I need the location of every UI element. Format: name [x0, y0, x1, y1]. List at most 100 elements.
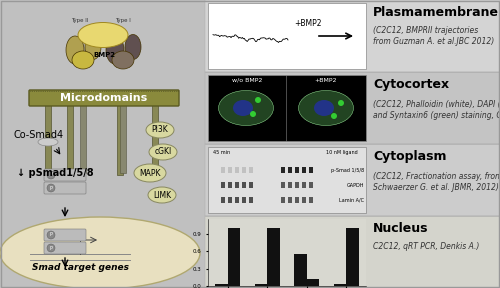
Bar	[45, 105, 51, 175]
Bar	[309, 182, 313, 188]
Ellipse shape	[85, 35, 101, 60]
Text: +BMP2: +BMP2	[294, 19, 322, 28]
Text: 45 min: 45 min	[213, 150, 230, 155]
Circle shape	[47, 231, 55, 239]
Text: Lamin A/C: Lamin A/C	[339, 197, 364, 202]
Ellipse shape	[149, 144, 177, 160]
Ellipse shape	[298, 90, 354, 126]
Bar	[295, 182, 299, 188]
Circle shape	[331, 113, 337, 119]
Text: w/o BMP2: w/o BMP2	[232, 78, 262, 83]
Circle shape	[47, 171, 55, 179]
Text: MAPK: MAPK	[139, 168, 161, 177]
Bar	[281, 167, 285, 173]
Bar	[302, 167, 306, 173]
Bar	[221, 167, 225, 173]
Bar	[208, 147, 366, 213]
Text: (C2C12, Fractionation assay, from
Schwaerzer G. et al. JBMR, 2012): (C2C12, Fractionation assay, from Schwae…	[373, 172, 500, 192]
Bar	[306, 279, 320, 286]
Ellipse shape	[148, 187, 176, 203]
Ellipse shape	[314, 100, 334, 116]
Bar	[302, 182, 306, 188]
Bar	[242, 182, 246, 188]
Bar	[268, 228, 280, 286]
Ellipse shape	[72, 51, 94, 69]
Bar	[281, 182, 285, 188]
Text: P: P	[50, 173, 52, 177]
Bar	[152, 105, 158, 175]
Text: Cytoplasm: Cytoplasm	[373, 150, 446, 163]
Text: Microdomains: Microdomains	[60, 93, 148, 103]
Circle shape	[47, 184, 55, 192]
Bar	[334, 284, 346, 286]
Text: Co-Smad4: Co-Smad4	[14, 130, 64, 140]
Bar	[288, 182, 292, 188]
Text: LIMK: LIMK	[153, 190, 171, 200]
Bar	[215, 284, 228, 286]
Ellipse shape	[78, 22, 128, 48]
Bar	[281, 197, 285, 203]
Ellipse shape	[146, 122, 174, 138]
Bar	[221, 197, 225, 203]
Bar	[205, 216, 500, 288]
Circle shape	[255, 97, 261, 103]
Ellipse shape	[38, 138, 58, 146]
Text: Type II: Type II	[72, 18, 89, 23]
Bar	[228, 167, 232, 173]
Text: (C2C12, Phalloidin (white), DAPI (blue)
and Syntaxin6 (green) staining, C.Hiepen: (C2C12, Phalloidin (white), DAPI (blue) …	[373, 100, 500, 120]
Text: 10 nM ligand: 10 nM ligand	[326, 150, 358, 155]
Text: Plasmamembrane: Plasmamembrane	[373, 6, 499, 19]
Bar	[117, 105, 123, 175]
Bar	[295, 167, 299, 173]
Bar	[302, 197, 306, 203]
Bar	[205, 144, 500, 216]
Ellipse shape	[218, 90, 274, 126]
Circle shape	[338, 100, 344, 106]
Bar	[228, 197, 232, 203]
Text: P: P	[50, 245, 52, 251]
Bar	[295, 197, 299, 203]
Ellipse shape	[233, 100, 253, 116]
Text: Nucleus: Nucleus	[373, 222, 428, 235]
Text: C2C12, qRT PCR, Denkis A.): C2C12, qRT PCR, Denkis A.)	[373, 242, 480, 251]
Bar	[288, 167, 292, 173]
Bar	[205, 72, 500, 144]
Bar	[235, 197, 239, 203]
Bar	[208, 3, 366, 69]
Text: P: P	[50, 232, 52, 238]
Bar	[205, 0, 500, 72]
Text: Type I: Type I	[115, 18, 131, 23]
Text: GAPDH: GAPDH	[346, 183, 364, 188]
Text: (C2C12, BMPRII trajectories
from Guzman A. et al.JBC 2012): (C2C12, BMPRII trajectories from Guzman …	[373, 26, 494, 46]
Text: p-Smad 1/5/8: p-Smad 1/5/8	[331, 168, 364, 173]
Text: cGKI: cGKI	[154, 147, 172, 156]
Bar	[228, 228, 240, 286]
Ellipse shape	[106, 36, 124, 64]
Ellipse shape	[134, 164, 166, 182]
Bar	[309, 167, 313, 173]
Bar	[235, 182, 239, 188]
Text: ↓ pSmad1/5/8: ↓ pSmad1/5/8	[17, 168, 94, 178]
Ellipse shape	[0, 217, 200, 288]
Bar	[249, 167, 253, 173]
Bar	[254, 284, 268, 286]
Bar	[242, 197, 246, 203]
FancyBboxPatch shape	[44, 229, 86, 241]
FancyBboxPatch shape	[44, 242, 86, 254]
Bar	[249, 197, 253, 203]
Circle shape	[47, 244, 55, 252]
Circle shape	[250, 111, 256, 117]
Bar	[288, 197, 292, 203]
Text: P: P	[50, 185, 52, 190]
Text: +BMP2: +BMP2	[315, 78, 337, 83]
Bar	[242, 167, 246, 173]
Ellipse shape	[112, 51, 134, 69]
Bar	[294, 254, 306, 286]
Bar	[221, 182, 225, 188]
Bar	[249, 182, 253, 188]
Bar	[67, 105, 73, 175]
Bar	[235, 167, 239, 173]
Bar	[0, 0, 205, 288]
Ellipse shape	[125, 35, 141, 60]
Bar	[120, 105, 126, 173]
